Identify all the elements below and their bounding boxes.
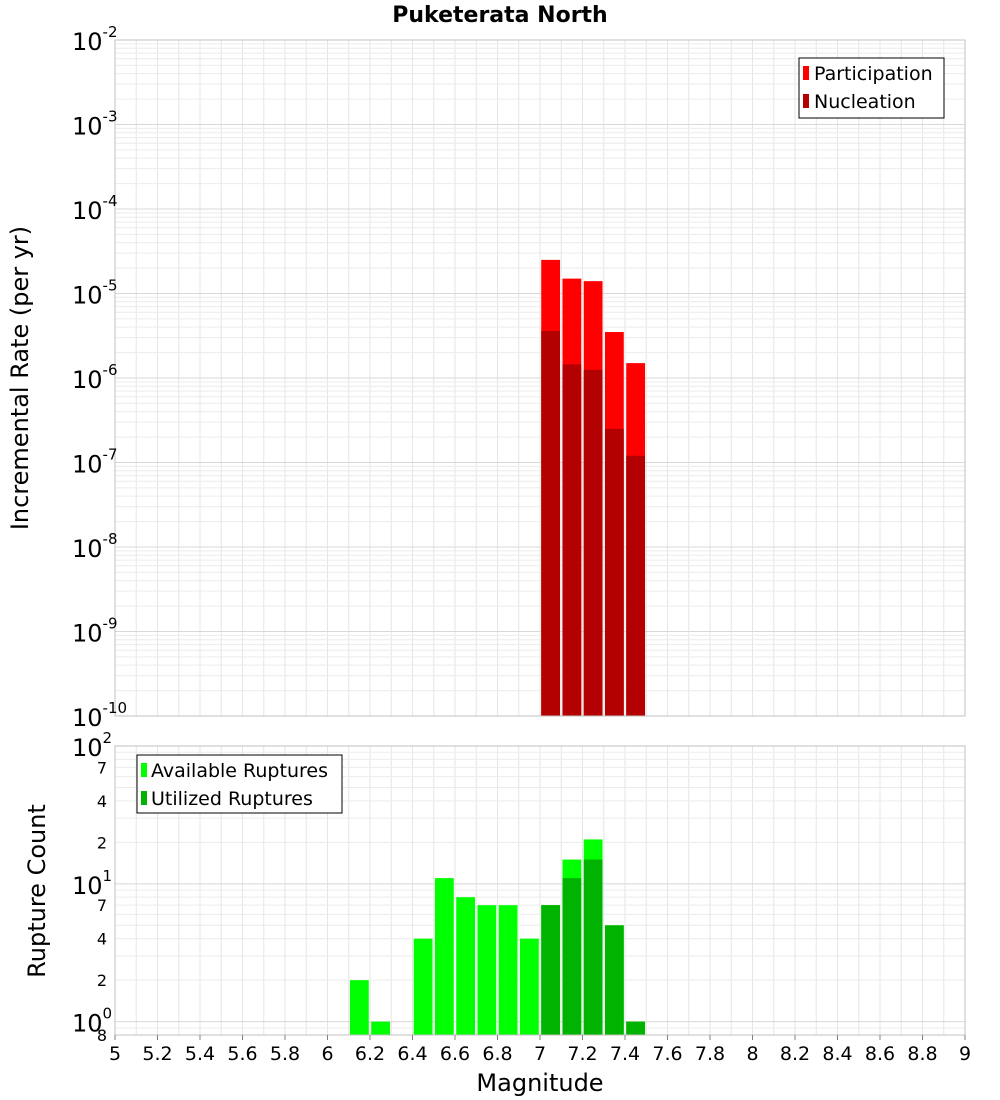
rate-plot-grid [114,40,966,717]
legend-swatch-participation [803,66,809,80]
bar-nucleation [626,455,646,716]
bar-available-ruptures [434,878,454,1035]
x-axis-ticks: 5 5.2 5.4 5.6 5.8 6 6.2 6.4 6.6 6.8 7 7.2 7.4 7.6 7.8 8… [109,1035,971,1065]
count-y-minor-tick-label: 2 [97,833,107,852]
rate-plot-frame [114,39,966,717]
legend-swatch-nucleation [803,94,809,108]
count-y-tick-label: 101 [72,867,112,900]
count-y-tick-label: 102 [72,729,112,762]
bar-nucleation [541,330,561,716]
bar-available-ruptures [349,980,369,1035]
bar-available-ruptures [519,938,539,1035]
x-tick-label: 6.6 [440,1043,470,1065]
x-tick-label: 8 [746,1043,758,1065]
count-legend: Available Ruptures Utilized Ruptures [136,754,343,814]
x-tick-label: 7.8 [695,1043,725,1065]
x-tick-label: 8.2 [780,1043,810,1065]
x-tick-label: 6 [321,1043,333,1065]
count-y-axis-label: Rupture Count [23,804,51,978]
count-legend-box [136,754,343,814]
rate-y-tick-label: 10-10 [72,699,127,732]
count-y-minor-tick-label: 4 [97,930,107,949]
bar-available-ruptures [498,905,518,1035]
x-tick-label: 8.4 [822,1043,852,1065]
x-tick-label: 6.4 [397,1043,427,1065]
bar-utilized-ruptures [626,1021,646,1035]
bar-nucleation [583,369,603,716]
x-tick-label: 7.4 [610,1043,640,1065]
legend-label-participation: Participation [814,63,933,85]
rate-legend: Participation Nucleation [798,57,945,119]
legend-label-utilized-ruptures: Utilized Ruptures [151,788,313,810]
rate-plot-bars [541,259,646,716]
bar-utilized-ruptures [604,925,624,1035]
rate-y-tick-label: 10-8 [72,530,118,563]
count-y-minor-tick-label: 2 [97,971,107,990]
rate-y-tick-label: 10-9 [72,615,118,648]
rate-y-tick-label: 10-7 [72,446,118,479]
legend-label-available-ruptures: Available Ruptures [151,760,328,782]
rate-y-axis-label: Incremental Rate (per yr) [6,226,34,530]
count-y-tick-label: 100 [72,1005,112,1038]
bar-available-ruptures [477,905,497,1035]
x-axis-label: Magnitude [476,1069,603,1097]
count-plot-panel: 100 101 102 8 2 4 7 2 4 7 5 5.2 5.4 5.6 5.8 6 6.2 6.4 6.6… [23,729,971,1097]
legend-label-nucleation: Nucleation [814,91,916,113]
rate-y-tick-label: 10-2 [72,23,118,56]
bar-nucleation [562,364,582,716]
chart-title: Puketerata North [392,3,607,28]
x-tick-label: 7.6 [652,1043,682,1065]
rate-y-tick-label: 10-6 [72,361,118,394]
count-y-minor-tick-label: 7 [97,758,107,777]
x-tick-label: 5.2 [142,1043,172,1065]
x-tick-label: 5 [109,1043,121,1065]
legend-swatch-utilized-ruptures [141,791,147,805]
x-tick-label: 6.8 [482,1043,512,1065]
rate-y-tick-label: 10-4 [72,192,118,225]
x-tick-label: 7.2 [567,1043,597,1065]
x-tick-label: 5.4 [185,1043,215,1065]
x-tick-label: 7 [534,1043,546,1065]
x-tick-label: 8.8 [907,1043,937,1065]
rate-y-tick-label: 10-5 [72,277,118,310]
count-y-axis-ticks: 100 101 102 8 2 4 7 2 4 7 [72,729,112,1045]
count-y-minor-tick-label: 4 [97,792,107,811]
x-tick-label: 9 [959,1043,971,1065]
rate-legend-box [798,57,945,119]
bar-utilized-ruptures [541,905,561,1035]
x-tick-label: 5.6 [227,1043,257,1065]
x-tick-label: 8.6 [865,1043,895,1065]
x-tick-label: 6.2 [355,1043,385,1065]
bar-utilized-ruptures [583,859,603,1035]
bar-available-ruptures [371,1021,391,1035]
bar-utilized-ruptures [562,878,582,1035]
count-y-minor-tick-label: 8 [97,1026,107,1045]
x-tick-label: 5.8 [270,1043,300,1065]
bar-available-ruptures [413,938,433,1035]
bar-nucleation [604,428,624,716]
legend-swatch-available-ruptures [141,763,147,777]
rate-y-tick-label: 10-3 [72,108,118,141]
count-plot-bars [349,839,646,1035]
rate-plot-panel: 10-10 10-9 10-8 10-7 10-6 10-5 10-4 10-3 10-2 In… [6,23,966,732]
rate-y-axis-ticks: 10-10 10-9 10-8 10-7 10-6 10-5 10-4 10-3 10-2 [72,23,127,732]
count-y-minor-tick-label: 7 [97,896,107,915]
bar-available-ruptures [456,897,476,1035]
